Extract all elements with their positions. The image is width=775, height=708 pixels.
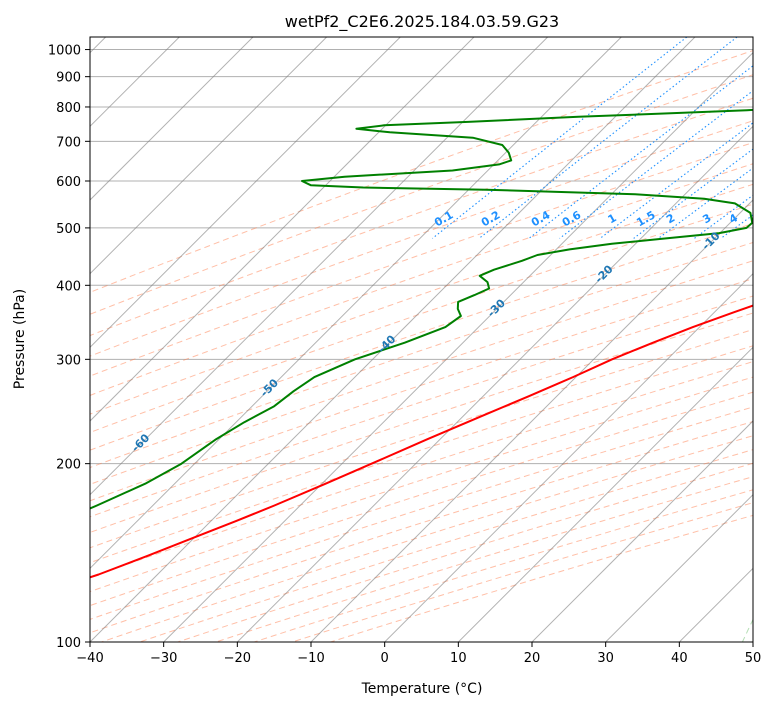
y-tick-label: 700 <box>56 135 81 150</box>
temperature-profile-line <box>90 304 753 579</box>
isotherm-line <box>90 37 475 422</box>
plot-area: 0.10.20.40.611.52346810131620253036-100-… <box>90 37 753 642</box>
x-tick-label: −20 <box>224 651 251 666</box>
y-tick-label: 400 <box>56 279 81 294</box>
x-axis: −40 −30 −20 −10 0 10 20 30 40 50 <box>76 642 761 666</box>
isotherm-line <box>90 37 549 496</box>
dry-adiabat <box>90 361 753 578</box>
mixing-ratio-line <box>478 37 738 239</box>
x-tick-label: 40 <box>671 651 688 666</box>
isotherms <box>90 37 753 642</box>
dry-adiabat <box>90 329 753 549</box>
isotherm-line <box>90 37 328 275</box>
profile-series <box>90 108 753 579</box>
y-tick-label: 600 <box>56 175 81 190</box>
y-tick-label: 500 <box>56 222 81 237</box>
isotherm-line <box>384 272 753 642</box>
x-tick-label: −40 <box>76 651 103 666</box>
isotherm-line <box>90 37 254 201</box>
dry-adiabat <box>90 183 753 415</box>
isotherm-line <box>605 493 753 642</box>
dry-adiabat <box>90 50 753 293</box>
dry-adiabat <box>90 391 753 607</box>
x-tick-label: −30 <box>150 651 177 666</box>
y-tick-label: 900 <box>56 71 81 86</box>
pressure-gridlines <box>90 49 753 642</box>
isotherm-line <box>457 346 753 642</box>
isotherm-line <box>90 37 696 642</box>
dry-adiabat <box>90 312 753 533</box>
isotherm-line <box>163 51 753 642</box>
isotherm-line <box>531 420 753 642</box>
x-tick-label: −10 <box>297 651 324 666</box>
x-tick-label: 20 <box>524 651 541 666</box>
y-tick-label: 1000 <box>48 44 81 59</box>
isotherm-line <box>236 125 753 642</box>
mixing-ratio-line <box>559 90 753 239</box>
dewpoint-profile-line <box>90 108 753 510</box>
dry-adiabat <box>90 97 753 337</box>
y-axis-label: Pressure (hPa) <box>12 289 28 389</box>
y-tick-label: 100 <box>56 636 81 651</box>
x-axis-label: Temperature (°C) <box>361 681 483 697</box>
isotherm-line <box>90 37 401 349</box>
dry-adiabat <box>90 142 753 377</box>
y-tick-label: 300 <box>56 353 81 368</box>
x-tick-label: 30 <box>597 651 614 666</box>
y-tick-label: 200 <box>56 458 81 473</box>
dry-adiabat <box>90 74 753 315</box>
mixing-ratio-line <box>658 167 753 239</box>
x-tick-label: 0 <box>381 651 389 666</box>
dry-adiabat <box>90 163 753 396</box>
y-axis: 100 200 300 400 500 600 700 800 900 1000 <box>48 44 90 651</box>
x-tick-label: 50 <box>745 651 762 666</box>
isotherm-line <box>90 37 622 570</box>
chart-title: wetPf2_C2E6.2025.184.03.59.G23 <box>285 12 559 32</box>
y-tick-label: 800 <box>56 101 81 116</box>
dry-adiabat <box>90 278 753 502</box>
dry-adiabat <box>90 223 753 451</box>
isotherm-line <box>310 199 753 642</box>
plot-frame <box>89 36 754 643</box>
x-tick-label: 10 <box>450 651 467 666</box>
mixing-ratio-lines <box>432 37 753 239</box>
